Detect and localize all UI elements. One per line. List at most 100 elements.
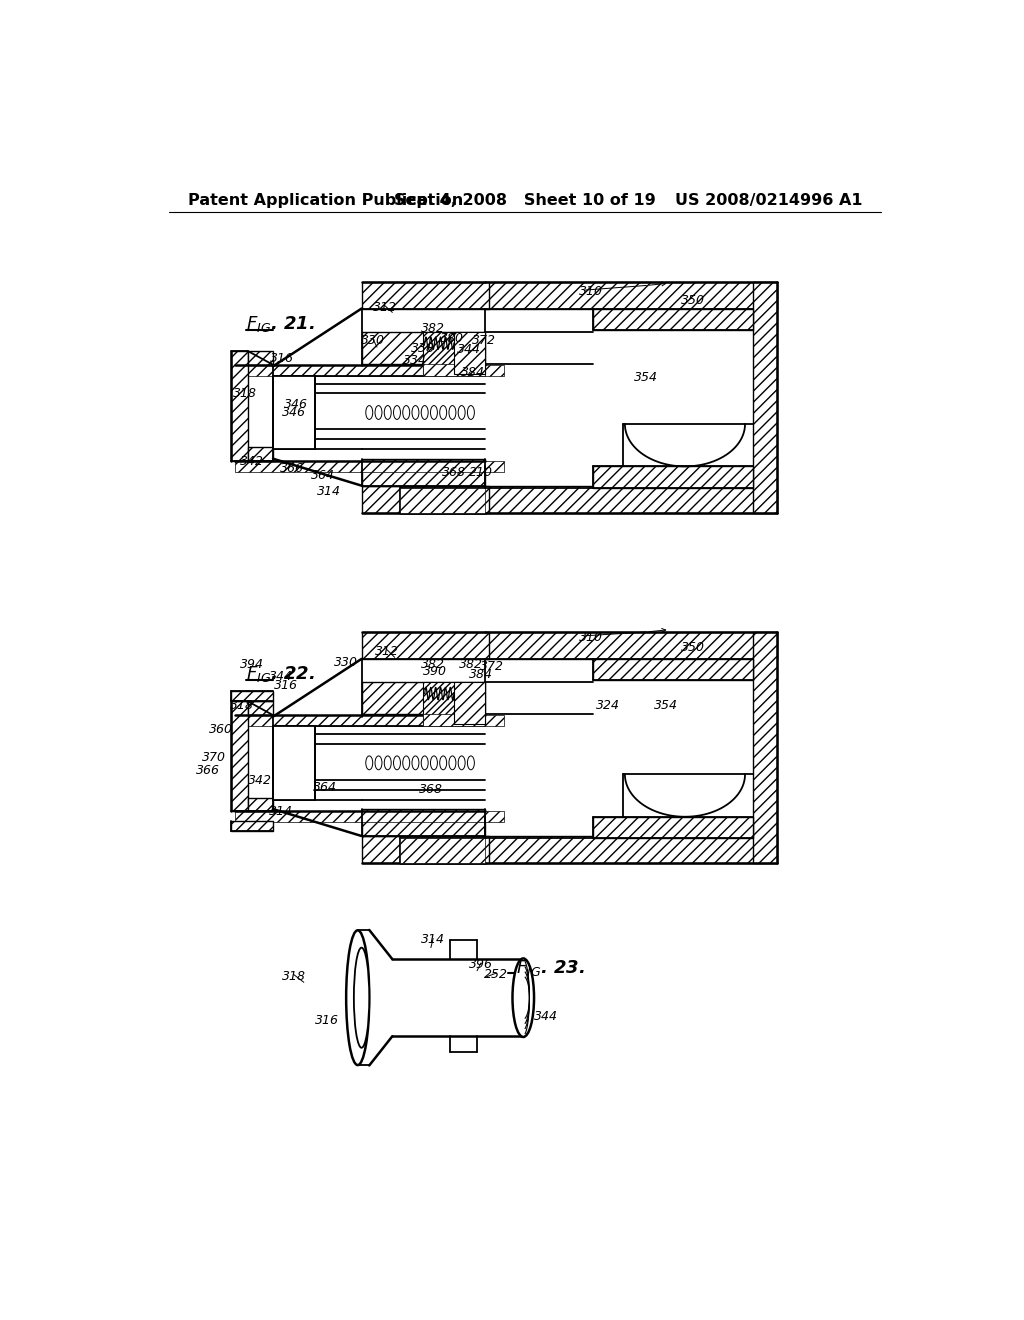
Bar: [484, 632, 777, 659]
Ellipse shape: [375, 756, 382, 770]
Bar: [273, 726, 315, 800]
Text: 252: 252: [484, 968, 508, 981]
Ellipse shape: [421, 405, 428, 420]
Text: 396: 396: [469, 958, 493, 972]
Text: 346: 346: [282, 407, 306, 418]
Ellipse shape: [458, 756, 465, 770]
Bar: [361, 682, 484, 714]
Text: 366: 366: [196, 764, 219, 777]
Text: 316: 316: [269, 352, 294, 366]
Ellipse shape: [412, 756, 419, 770]
Ellipse shape: [384, 405, 391, 420]
Text: 344: 344: [268, 671, 293, 684]
Bar: [753, 632, 777, 863]
Text: 390: 390: [423, 665, 446, 678]
Bar: [423, 714, 484, 726]
Ellipse shape: [512, 958, 535, 1038]
Text: 366: 366: [281, 462, 304, 475]
Ellipse shape: [375, 405, 382, 420]
Text: 350: 350: [681, 294, 705, 308]
Text: 354: 354: [653, 698, 678, 711]
Text: 330: 330: [334, 656, 358, 669]
Ellipse shape: [439, 756, 446, 770]
Text: 310: 310: [579, 631, 603, 644]
Text: $\it{F_{IG}}$. 21.: $\it{F_{IG}}$. 21.: [246, 314, 315, 334]
Text: 346: 346: [284, 399, 308, 412]
Bar: [361, 836, 488, 863]
Text: 380: 380: [440, 333, 465, 345]
Bar: [361, 331, 484, 364]
Text: 338: 338: [412, 342, 435, 355]
Text: 382: 382: [459, 657, 483, 671]
Text: $\it{F_{IG}}$. 23.: $\it{F_{IG}}$. 23.: [515, 958, 585, 978]
Text: 314: 314: [421, 933, 445, 946]
Text: 394: 394: [241, 657, 264, 671]
Bar: [753, 281, 777, 512]
Bar: [454, 331, 484, 374]
Bar: [593, 309, 753, 330]
Bar: [230, 692, 273, 701]
Text: 364: 364: [311, 469, 335, 482]
Text: 372: 372: [472, 334, 496, 347]
Ellipse shape: [366, 756, 373, 770]
Ellipse shape: [430, 756, 437, 770]
Bar: [230, 821, 273, 832]
Bar: [230, 701, 248, 812]
Bar: [593, 466, 753, 488]
Ellipse shape: [393, 756, 400, 770]
Text: 314: 314: [268, 805, 293, 818]
Text: 368: 368: [419, 783, 442, 796]
Bar: [361, 459, 484, 486]
Bar: [248, 797, 273, 812]
Text: 334: 334: [403, 354, 427, 367]
Text: 324: 324: [596, 698, 620, 711]
Bar: [593, 817, 753, 838]
Text: 210: 210: [469, 466, 493, 479]
Text: 354: 354: [635, 371, 658, 384]
Ellipse shape: [430, 405, 437, 420]
Ellipse shape: [384, 756, 391, 770]
Text: 382: 382: [421, 657, 445, 671]
Bar: [484, 281, 777, 309]
Text: 360: 360: [210, 723, 233, 737]
Text: 344: 344: [535, 1010, 558, 1023]
Ellipse shape: [421, 756, 428, 770]
Text: 384: 384: [469, 668, 493, 681]
Bar: [248, 351, 273, 364]
Text: 318: 318: [232, 387, 257, 400]
Text: 342: 342: [248, 774, 272, 787]
Bar: [248, 701, 273, 715]
Bar: [423, 364, 484, 376]
Text: 342: 342: [241, 454, 264, 467]
Text: $\it{F_{IG}}$. 22.: $\it{F_{IG}}$. 22.: [246, 664, 315, 684]
Text: Patent Application Publication: Patent Application Publication: [188, 193, 464, 209]
Bar: [230, 351, 248, 461]
Text: Sep. 4, 2008   Sheet 10 of 19: Sep. 4, 2008 Sheet 10 of 19: [394, 193, 655, 209]
Text: 316: 316: [274, 680, 298, 693]
Text: 318: 318: [230, 698, 254, 711]
Ellipse shape: [449, 405, 456, 420]
Ellipse shape: [354, 948, 370, 1048]
Bar: [423, 331, 484, 374]
Bar: [234, 812, 504, 822]
Ellipse shape: [467, 405, 474, 420]
Bar: [423, 682, 484, 725]
Text: 372: 372: [480, 660, 505, 673]
Text: 384: 384: [461, 366, 485, 379]
Text: US 2008/0214996 A1: US 2008/0214996 A1: [675, 193, 862, 209]
Text: 330: 330: [361, 334, 385, 347]
Bar: [484, 836, 777, 863]
Bar: [361, 281, 488, 309]
Bar: [361, 486, 488, 512]
Ellipse shape: [412, 405, 419, 420]
Text: 310: 310: [579, 285, 603, 298]
Text: 350: 350: [681, 640, 705, 653]
Ellipse shape: [393, 405, 400, 420]
Bar: [484, 486, 777, 512]
Text: 364: 364: [312, 781, 337, 795]
Bar: [361, 809, 484, 836]
Text: 314: 314: [317, 486, 341, 499]
Ellipse shape: [458, 405, 465, 420]
Bar: [454, 682, 484, 725]
Bar: [273, 376, 315, 449]
